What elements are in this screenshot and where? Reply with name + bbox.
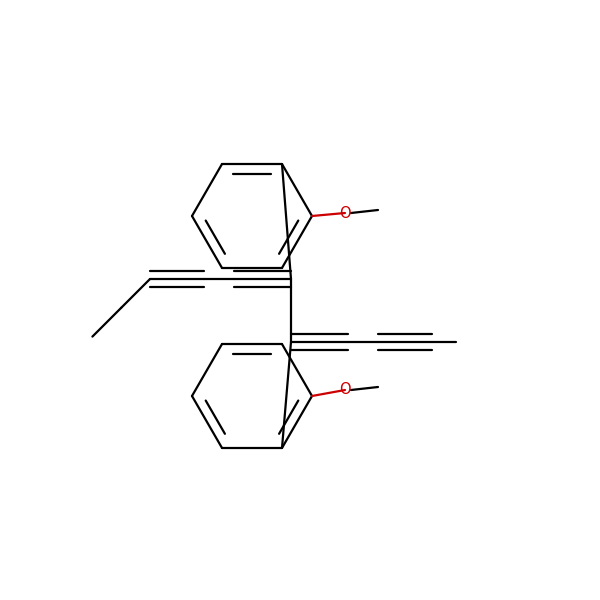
Text: O: O — [339, 205, 351, 220]
Text: O: O — [339, 383, 351, 397]
